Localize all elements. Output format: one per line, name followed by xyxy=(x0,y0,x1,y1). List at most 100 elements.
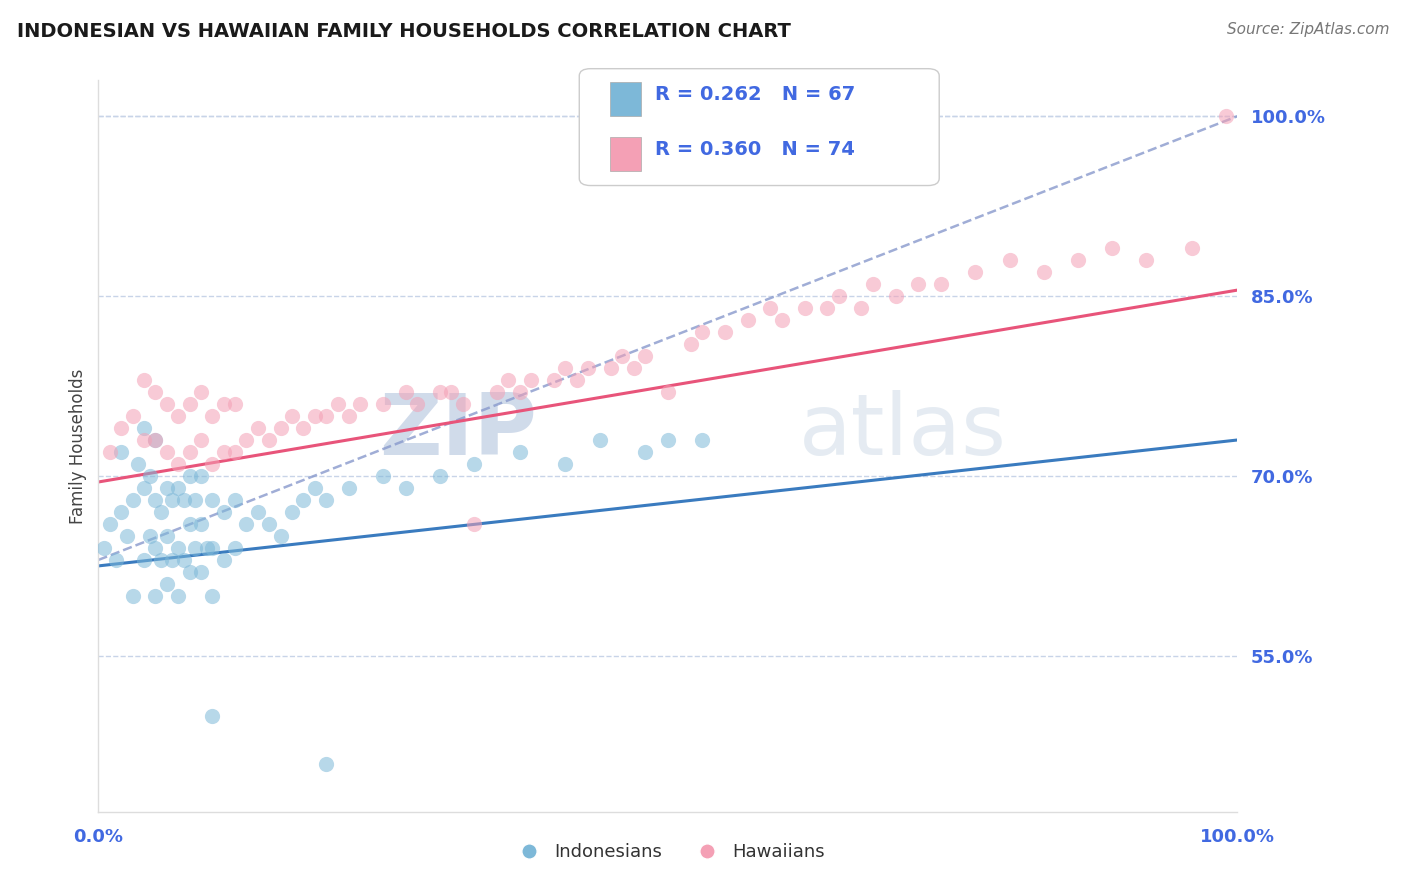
Point xyxy=(145,433,167,447)
Point xyxy=(371,397,394,411)
Point xyxy=(246,505,269,519)
Point xyxy=(600,361,623,376)
Point xyxy=(679,337,702,351)
Point xyxy=(201,589,224,603)
Point xyxy=(212,445,235,459)
Point xyxy=(281,505,304,519)
Point xyxy=(201,541,224,555)
Point xyxy=(115,529,138,543)
Point xyxy=(543,373,565,387)
Point xyxy=(132,373,155,387)
Point xyxy=(184,492,207,507)
Point xyxy=(98,516,121,531)
Text: R = 0.262   N = 67: R = 0.262 N = 67 xyxy=(655,85,855,104)
Point xyxy=(281,409,304,423)
Point xyxy=(440,385,463,400)
Text: Source: ZipAtlas.com: Source: ZipAtlas.com xyxy=(1226,22,1389,37)
Point xyxy=(588,433,610,447)
Point xyxy=(862,277,884,292)
Point xyxy=(657,433,679,447)
Point xyxy=(554,361,576,376)
Point xyxy=(235,433,257,447)
Point xyxy=(690,325,713,339)
Point xyxy=(1135,253,1157,268)
Point xyxy=(565,373,588,387)
Point xyxy=(212,397,235,411)
Point xyxy=(145,492,167,507)
Point xyxy=(1215,109,1237,123)
Point xyxy=(224,445,246,459)
Point xyxy=(463,457,485,471)
Point xyxy=(259,516,281,531)
Point xyxy=(304,481,326,495)
Point xyxy=(315,409,337,423)
Point xyxy=(498,373,520,387)
Point xyxy=(634,445,657,459)
Point xyxy=(634,349,657,363)
Legend: Indonesians, Hawaiians: Indonesians, Hawaiians xyxy=(503,836,832,869)
Point xyxy=(1067,253,1090,268)
Point xyxy=(337,481,360,495)
Point xyxy=(145,589,167,603)
Point xyxy=(395,385,418,400)
Point xyxy=(576,361,599,376)
Point xyxy=(145,433,167,447)
Point xyxy=(132,433,155,447)
Point xyxy=(429,469,451,483)
Point xyxy=(138,469,160,483)
Point xyxy=(246,421,269,435)
Point xyxy=(201,457,224,471)
Point xyxy=(179,516,201,531)
Point xyxy=(121,589,143,603)
Point xyxy=(156,481,179,495)
Point xyxy=(1032,265,1054,279)
Point xyxy=(509,445,531,459)
Point xyxy=(1101,241,1123,255)
Point xyxy=(851,301,873,315)
Point xyxy=(714,325,737,339)
Point xyxy=(167,481,190,495)
Point xyxy=(150,553,173,567)
Point xyxy=(132,553,155,567)
Point xyxy=(184,541,207,555)
Point xyxy=(150,505,173,519)
Point xyxy=(179,445,201,459)
Point xyxy=(167,541,190,555)
Point xyxy=(179,469,201,483)
Point xyxy=(623,361,645,376)
Point xyxy=(486,385,509,400)
Point xyxy=(167,457,190,471)
Point xyxy=(121,409,143,423)
Point xyxy=(1181,241,1204,255)
Point xyxy=(224,492,246,507)
Text: INDONESIAN VS HAWAIIAN FAMILY HOUSEHOLDS CORRELATION CHART: INDONESIAN VS HAWAIIAN FAMILY HOUSEHOLDS… xyxy=(17,22,790,41)
Point xyxy=(156,577,179,591)
Point xyxy=(156,397,179,411)
Point xyxy=(612,349,634,363)
Point xyxy=(173,553,195,567)
Point xyxy=(828,289,851,303)
Point xyxy=(190,433,212,447)
Point xyxy=(929,277,952,292)
Point xyxy=(132,481,155,495)
Point xyxy=(737,313,759,327)
Point xyxy=(509,385,531,400)
Point xyxy=(304,409,326,423)
Point xyxy=(201,409,224,423)
Text: R = 0.360   N = 74: R = 0.360 N = 74 xyxy=(655,140,855,160)
Point xyxy=(162,553,184,567)
Point xyxy=(110,445,132,459)
Point xyxy=(93,541,115,555)
Point xyxy=(451,397,474,411)
Point xyxy=(162,492,184,507)
Point xyxy=(292,492,315,507)
Point xyxy=(145,385,167,400)
Point xyxy=(520,373,543,387)
Point xyxy=(138,529,160,543)
Point xyxy=(121,492,143,507)
Point xyxy=(315,756,337,771)
Point xyxy=(104,553,127,567)
Point xyxy=(145,541,167,555)
Point xyxy=(190,385,212,400)
Point xyxy=(554,457,576,471)
